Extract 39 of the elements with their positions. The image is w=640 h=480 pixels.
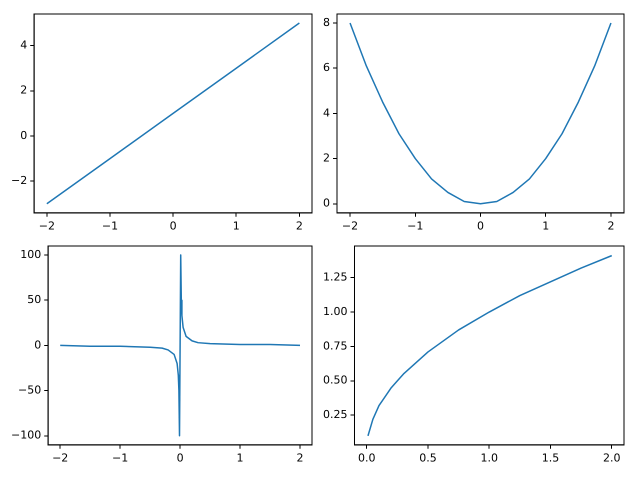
y-tick-label: −50: [18, 383, 42, 396]
y-tick-label: 4: [20, 38, 28, 52]
x-tick-label: 0.5: [419, 451, 437, 464]
y-tick-label: 0.25: [322, 408, 348, 422]
y-tick-label: 0.50: [322, 374, 348, 387]
x-tick-label: −2: [52, 451, 68, 464]
x-tick-label: 0: [176, 451, 184, 464]
x-tick-label: 0: [477, 219, 484, 232]
y-tick-label: 8: [323, 16, 330, 29]
x-tick-label: −1: [112, 451, 128, 464]
y-tick-label: −100: [10, 428, 42, 442]
x-tick-label: 2: [607, 219, 614, 232]
x-tick-label: −2: [38, 219, 55, 232]
y-tick-label: 4: [323, 106, 330, 120]
x-tick-label: −2: [342, 219, 358, 232]
y-tick-label: 1.25: [322, 270, 348, 284]
x-tick-label: 1.0: [480, 451, 498, 464]
y-tick-label: 2: [323, 151, 330, 164]
x-tick-label: 0.0: [358, 451, 376, 464]
y-tick-label: 2: [20, 84, 28, 97]
y-tick-label: 0.75: [322, 339, 348, 352]
y-tick-label: 6: [323, 61, 330, 74]
x-tick-label: 0: [170, 219, 177, 232]
y-tick-label: 0: [323, 196, 330, 210]
y-tick-label: 0: [34, 338, 42, 352]
x-tick-label: −1: [102, 219, 118, 232]
y-tick-label: −2: [10, 174, 28, 188]
y-tick-label: 50: [27, 293, 42, 306]
x-tick-label: 2: [296, 451, 304, 464]
x-tick-label: 1: [232, 219, 240, 232]
y-tick-label: 1.00: [322, 304, 348, 318]
x-tick-label: 1: [542, 219, 550, 232]
x-tick-label: 2: [296, 219, 303, 232]
x-tick-label: 1.5: [542, 451, 560, 464]
y-tick-label: 0: [20, 128, 28, 142]
x-tick-label: −1: [407, 219, 424, 232]
x-tick-label: 1: [236, 451, 244, 464]
x-tick-label: 2.0: [603, 451, 620, 464]
y-tick-label: 100: [20, 248, 42, 261]
